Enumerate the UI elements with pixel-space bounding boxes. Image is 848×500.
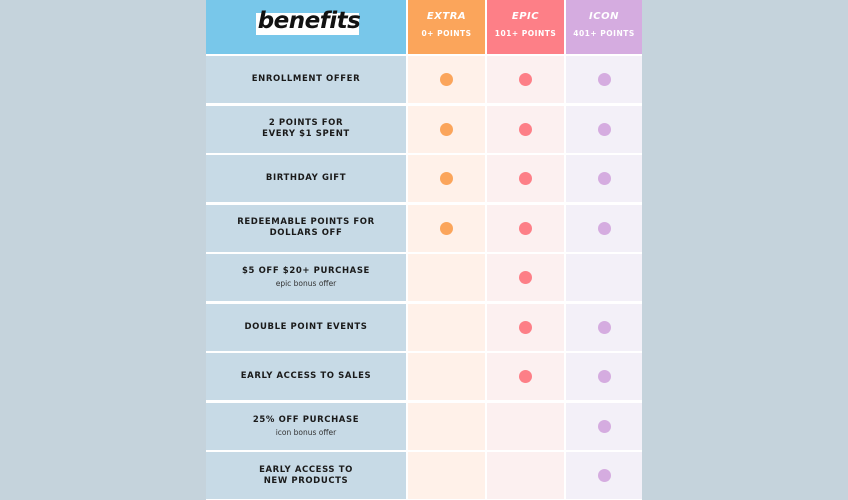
tier-cell-icon <box>566 204 642 252</box>
epic-included-dot-icon <box>519 320 532 334</box>
tier-cell-epic <box>487 254 564 301</box>
extra-included-dot-icon <box>440 172 453 185</box>
benefit-label: REDEEMABLE POINTS FOR DOLLARS OFF <box>237 217 375 238</box>
benefit-label-cell: EARLY ACCESS TO SALES <box>206 353 406 400</box>
tier-header-icon: ICON 401+ POINTS <box>566 0 642 54</box>
benefits-logo-highlight <box>256 13 359 35</box>
tier-cell-epic <box>487 303 564 351</box>
table-row: BIRTHDAY GIFT <box>206 155 642 202</box>
table-row: REDEEMABLE POINTS FOR DOLLARS OFF <box>206 204 642 252</box>
icon-included-dot-icon <box>597 419 611 433</box>
benefit-label: DOUBLE POINT EVENTS <box>244 321 368 332</box>
tier-cell-icon <box>566 254 642 301</box>
extra-included-dot-icon <box>440 221 453 235</box>
table-row: ENROLLMENT OFFER <box>206 56 642 103</box>
tier-cell-extra <box>408 204 485 252</box>
benefit-label-cell: EARLY ACCESS TO NEW PRODUCTS <box>206 452 406 499</box>
table-row: EARLY ACCESS TO NEW PRODUCTS <box>206 452 642 499</box>
tier-points-icon: 401+ POINTS <box>573 29 635 38</box>
table-row: DOUBLE POINT EVENTS <box>206 303 642 351</box>
tier-cell-epic <box>487 402 564 450</box>
tier-cell-icon <box>566 402 642 450</box>
icon-included-dot-icon <box>597 469 611 482</box>
tier-cell-extra <box>408 254 485 301</box>
tier-header-epic: EPIC 101+ POINTS <box>487 0 564 54</box>
tier-cell-icon <box>566 452 642 499</box>
tier-cell-epic <box>487 452 564 499</box>
benefit-label-wrap: BIRTHDAY GIFT <box>206 155 406 202</box>
tier-cell-extra <box>408 56 485 103</box>
benefit-label-cell: 25% OFF PURCHASE icon bonus offer <box>206 402 406 450</box>
epic-included-dot-icon <box>519 271 532 284</box>
benefit-label-wrap: 2 POINTS FOR EVERY $1 SPENT <box>206 106 406 153</box>
tier-cell-icon <box>566 56 642 103</box>
tier-points-epic: 101+ POINTS <box>494 29 557 38</box>
tier-points-extra: 0+ POINTS <box>421 29 472 38</box>
epic-included-dot-icon <box>519 172 532 185</box>
tier-cell-extra <box>408 353 485 400</box>
benefit-label-wrap: DOUBLE POINT EVENTS <box>206 304 406 351</box>
tier-cell-epic <box>487 56 564 103</box>
benefit-label-cell: DOUBLE POINT EVENTS <box>206 303 406 351</box>
benefit-label-wrap: REDEEMABLE POINTS FOR DOLLARS OFF <box>206 205 406 252</box>
benefit-label-cell: ENROLLMENT OFFER <box>206 56 406 103</box>
extra-included-dot-icon <box>440 122 453 136</box>
tier-name-epic: EPIC <box>511 11 540 22</box>
benefit-label-cell: REDEEMABLE POINTS FOR DOLLARS OFF <box>206 204 406 252</box>
epic-included-dot-icon <box>519 122 532 136</box>
epic-included-dot-icon <box>519 73 532 86</box>
benefit-sublabel: epic bonus offer <box>275 279 337 288</box>
tier-cell-epic <box>487 353 564 400</box>
benefit-label: EARLY ACCESS TO NEW PRODUCTS <box>259 464 353 486</box>
benefit-label-wrap: 25% OFF PURCHASE icon bonus offer <box>206 403 406 450</box>
tier-cell-epic <box>487 105 564 153</box>
benefit-label-wrap: EARLY ACCESS TO NEW PRODUCTS <box>206 452 406 499</box>
icon-included-dot-icon <box>597 320 611 334</box>
benefit-label: EARLY ACCESS TO SALES <box>240 371 372 381</box>
benefit-label: ENROLLMENT OFFER <box>251 74 361 84</box>
tier-cell-epic <box>487 155 564 202</box>
benefits-title: benefits <box>257 8 361 34</box>
tier-cell-extra <box>408 452 485 499</box>
table-row: $5 OFF $20+ PURCHASE epic bonus offer <box>206 254 642 301</box>
tier-cell-epic <box>487 204 564 252</box>
extra-included-dot-icon <box>440 73 453 86</box>
benefit-label-wrap: EARLY ACCESS TO SALES <box>206 353 406 400</box>
tier-header-extra: EXTRA 0+ POINTS <box>408 0 485 54</box>
benefit-label-wrap: ENROLLMENT OFFER <box>206 56 406 103</box>
tier-name-icon: ICON <box>589 11 619 22</box>
tier-cell-icon <box>566 353 642 400</box>
table-row: EARLY ACCESS TO SALES <box>206 353 642 400</box>
benefit-label: $5 OFF $20+ PURCHASE <box>242 266 370 276</box>
icon-included-dot-icon <box>597 172 611 185</box>
icon-included-dot-icon <box>597 122 611 136</box>
tier-cell-icon <box>566 105 642 153</box>
icon-included-dot-icon <box>597 73 611 86</box>
benefit-label: 2 POINTS FOR EVERY $1 SPENT <box>262 118 350 139</box>
benefit-label: 25% OFF PURCHASE <box>252 414 360 425</box>
table-row: 25% OFF PURCHASE icon bonus offer <box>206 402 642 450</box>
benefits-header-cell: benefits <box>206 0 406 54</box>
benefit-label-wrap: $5 OFF $20+ PURCHASE epic bonus offer <box>206 254 406 301</box>
table-row: 2 POINTS FOR EVERY $1 SPENT <box>206 105 642 153</box>
tier-cell-extra <box>408 155 485 202</box>
tier-cell-icon <box>566 303 642 351</box>
epic-included-dot-icon <box>519 370 532 383</box>
tier-cell-extra <box>408 402 485 450</box>
benefit-sublabel: icon bonus offer <box>275 427 337 437</box>
benefit-label-cell: 2 POINTS FOR EVERY $1 SPENT <box>206 105 406 153</box>
epic-included-dot-icon <box>519 221 532 235</box>
benefit-label-cell: $5 OFF $20+ PURCHASE epic bonus offer <box>206 254 406 301</box>
benefits-table: benefits EXTRA 0+ POINTS EPIC 101+ POINT… <box>206 0 642 500</box>
tier-name-extra: EXTRA <box>426 11 467 22</box>
icon-included-dot-icon <box>597 221 611 235</box>
icon-included-dot-icon <box>597 370 611 383</box>
benefit-label: BIRTHDAY GIFT <box>265 173 347 183</box>
tier-cell-icon <box>566 155 642 202</box>
tier-cell-extra <box>408 303 485 351</box>
benefit-label-cell: BIRTHDAY GIFT <box>206 155 406 202</box>
tier-cell-extra <box>408 105 485 153</box>
